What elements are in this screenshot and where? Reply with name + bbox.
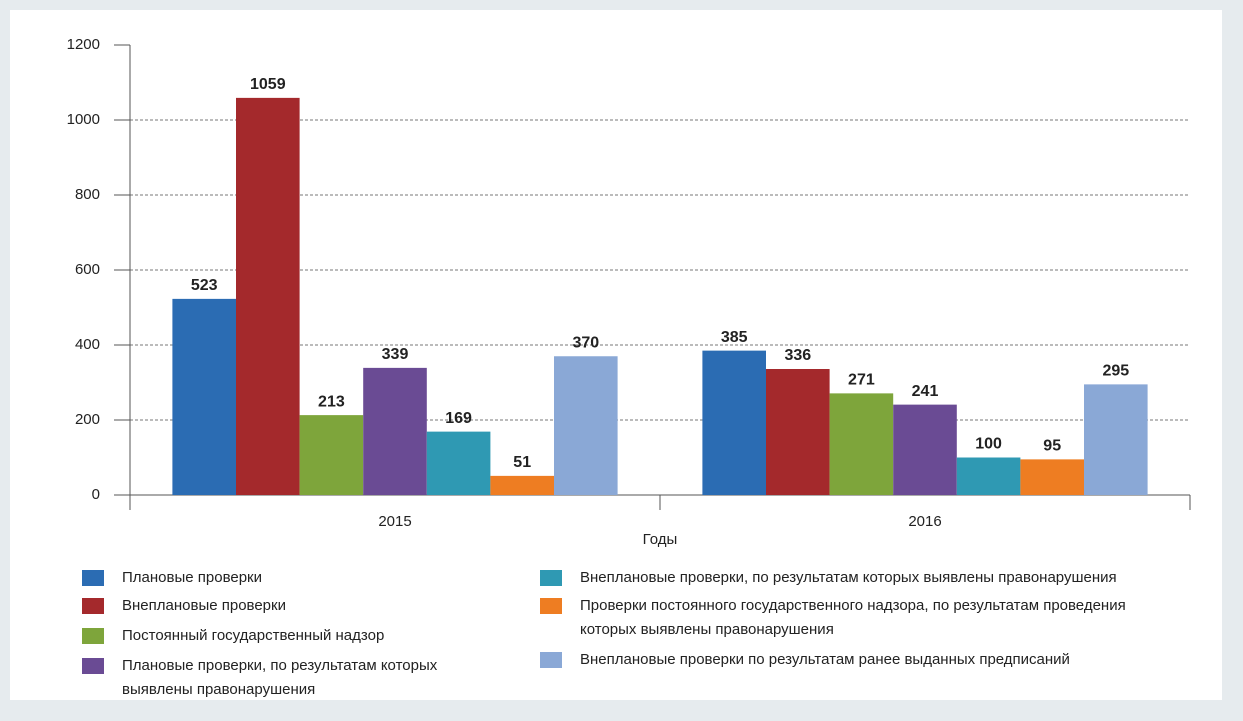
value-label: 339 [382,346,409,363]
value-label: 385 [721,329,748,346]
legend-item: Плановые проверки [82,566,442,590]
bar [363,367,427,495]
legend-swatch [82,570,104,586]
value-label: 100 [975,436,1002,453]
value-label: 51 [513,454,531,471]
bar [893,404,957,495]
bar [702,350,766,495]
legend-item: Внеплановые проверки [82,594,442,618]
x-tick-label: 2016 [908,513,941,530]
y-tick-label: 400 [75,336,100,353]
legend-swatch [540,598,562,614]
legend-label: Внеплановые проверки, по результатам кот… [580,569,1117,586]
value-label: 213 [318,393,345,410]
legend-item: Внеплановые проверки по результатам ране… [540,648,1180,672]
legend-swatch [82,598,104,614]
bar [956,457,1021,495]
bar [766,369,830,495]
value-label: 95 [1043,438,1061,455]
y-tick-label: 1200 [67,36,100,53]
bar [554,356,618,495]
legend-swatch [82,628,104,644]
bar [172,298,236,495]
bar [829,393,894,495]
bar [236,97,300,495]
legend-item: Проверки постоянного государственного на… [540,594,1180,642]
value-label: 271 [848,372,875,389]
y-tick-label: 1000 [67,111,100,128]
bar [1020,459,1084,495]
legend-item: Постоянный государственный надзор [82,624,442,648]
value-label: 370 [572,334,599,351]
value-label: 295 [1102,363,1129,380]
legend-item: Плановые проверки, по результатам которы… [82,654,462,702]
legend-label: Проверки постоянного государственного на… [580,597,1126,638]
legend-swatch [540,652,562,668]
value-label: 523 [191,277,218,294]
y-tick-label: 800 [75,186,100,203]
y-tick-label: 600 [75,261,100,278]
value-label: 241 [912,383,939,400]
legend-swatch [82,658,104,674]
legend-label: Внеплановые проверки [122,597,286,614]
legend-swatch [540,570,562,586]
value-label: 336 [784,347,811,364]
legend-label: Плановые проверки, по результатам которы… [122,657,438,698]
legend-label: Внеплановые проверки по результатам ране… [580,651,1070,668]
bar [1084,384,1148,495]
value-label: 169 [445,410,472,427]
bar [426,431,491,495]
x-tick-label: 2015 [378,513,411,530]
legend-label: Плановые проверки [122,569,262,586]
legend-label: Постоянный государственный надзор [122,627,385,644]
y-tick-label: 200 [75,411,100,428]
x-axis-label: Годы [643,531,678,548]
y-tick-label: 0 [92,486,100,503]
bar [299,415,364,495]
legend-item: Внеплановые проверки, по результатам кот… [540,566,1180,590]
value-label: 1059 [250,76,286,93]
bar [490,475,554,495]
